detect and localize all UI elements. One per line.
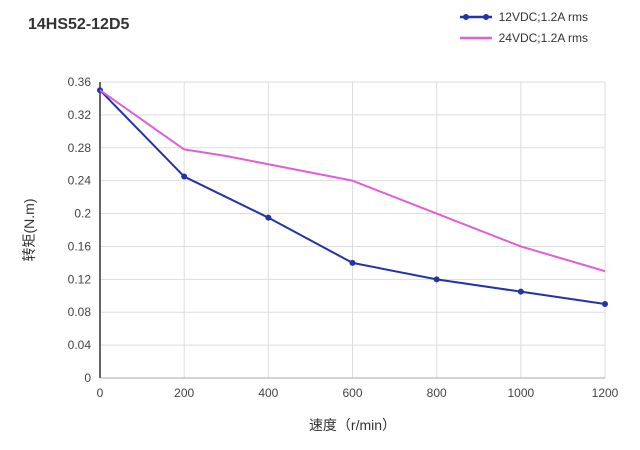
series-marker	[602, 301, 608, 307]
series-marker	[265, 214, 272, 221]
y-axis-label: 转矩(N.m)	[21, 199, 37, 262]
x-tick-label: 0	[97, 386, 104, 400]
y-tick-label: 0.28	[68, 141, 92, 155]
legend-line-icon	[459, 36, 492, 40]
x-tick-label: 1000	[507, 386, 534, 400]
series-marker	[517, 288, 524, 295]
y-tick-label: 0	[84, 371, 91, 385]
y-tick-label: 0.04	[68, 338, 92, 352]
series-marker	[349, 259, 356, 266]
legend-item-0: 12VDC;1.2A rms	[459, 10, 588, 24]
legend-line-icon	[459, 14, 492, 20]
y-tick-label: 0.08	[68, 305, 92, 319]
x-tick-label: 1200	[592, 386, 619, 400]
series-marker	[433, 276, 440, 283]
legend-label: 12VDC;1.2A rms	[498, 10, 588, 24]
x-tick-label: 200	[174, 386, 194, 400]
series-line-1	[99, 89, 606, 273]
y-tick-label: 0.12	[68, 272, 92, 286]
legend-label: 24VDC;1.2A rms	[498, 31, 588, 45]
x-axis-label: 速度（r/min）	[309, 417, 396, 433]
x-tick-label: 600	[342, 386, 362, 400]
series-marker	[181, 173, 188, 180]
legend: 12VDC;1.2A rms 24VDC;1.2A rms	[459, 10, 588, 45]
y-tick-label: 0.36	[68, 75, 92, 89]
x-tick-label: 800	[427, 386, 447, 400]
y-tick-label: 0.32	[68, 108, 92, 122]
y-tick-label: 0.2	[74, 207, 91, 221]
y-tick-label: 0.24	[68, 174, 92, 188]
y-tick-label: 0.16	[68, 239, 92, 253]
x-tick-label: 400	[258, 386, 278, 400]
page-title: 14HS52-12D5	[28, 16, 130, 33]
legend-item-1: 24VDC;1.2A rms	[459, 31, 588, 45]
